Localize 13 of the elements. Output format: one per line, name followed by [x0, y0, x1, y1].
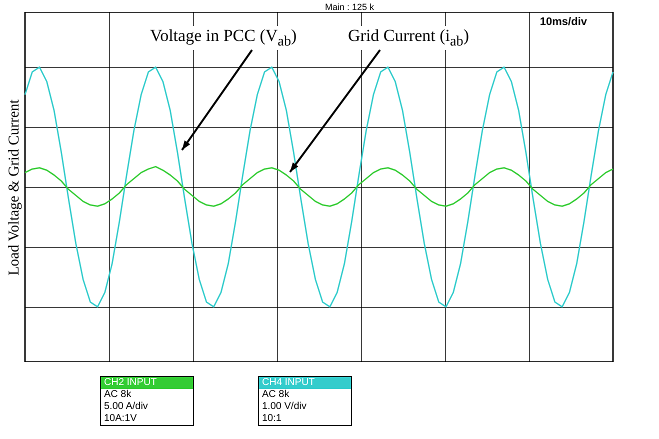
text: CH4 INPUT [259, 377, 351, 389]
text: Grid Current (i$_{ab}$) [348, 26, 470, 50]
text: 10:1 [261, 413, 282, 425]
text: AC 8k [103, 389, 132, 401]
text: 10A:1V [103, 413, 138, 425]
text: 1.00 V/div [261, 401, 308, 413]
text: AC 8k [261, 389, 290, 401]
text: 5.00 A/div [103, 401, 149, 413]
text: 10ms/div [540, 16, 587, 28]
text: Main : 125 k [325, 2, 374, 12]
y-axis-title: Load Voltage & Grid Current [6, 98, 22, 276]
text: Voltage in PCC (V$_{ab}$) [150, 26, 297, 50]
text: CH2 INPUT [101, 377, 193, 389]
